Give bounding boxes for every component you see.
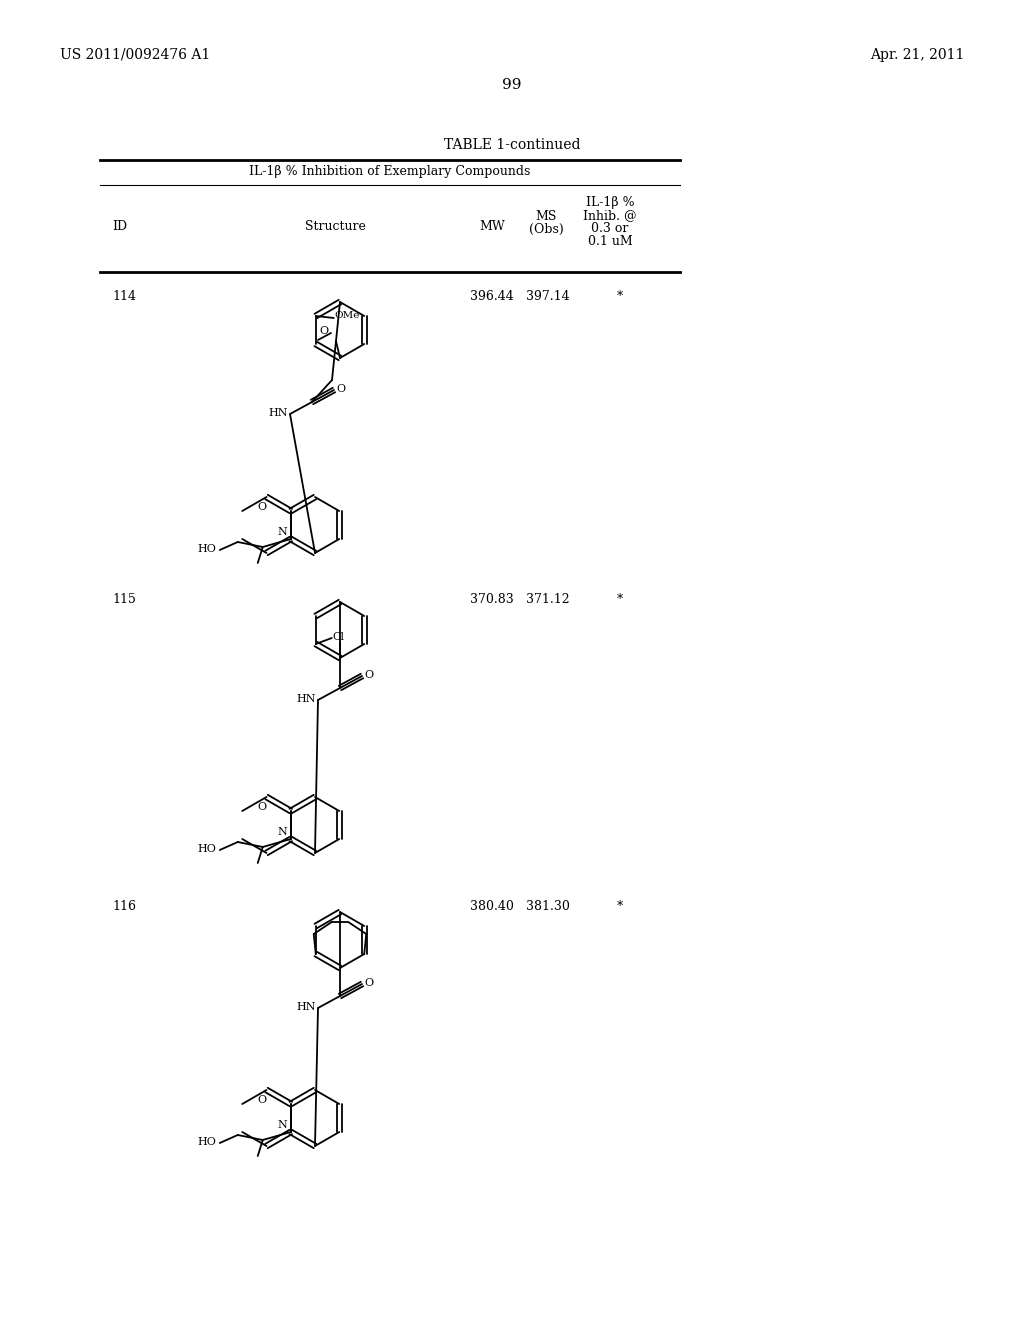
Text: O: O — [257, 803, 266, 812]
Text: O: O — [336, 384, 345, 393]
Text: 0.1 uM: 0.1 uM — [588, 235, 633, 248]
Text: US 2011/0092476 A1: US 2011/0092476 A1 — [60, 48, 210, 62]
Text: ID: ID — [112, 220, 127, 234]
Text: 370.83: 370.83 — [470, 593, 514, 606]
Text: Cl: Cl — [333, 632, 345, 642]
Text: (Obs): (Obs) — [528, 223, 563, 236]
Text: HN: HN — [296, 1002, 315, 1012]
Text: O: O — [364, 978, 373, 987]
Text: O: O — [319, 326, 329, 337]
Text: O: O — [257, 1096, 266, 1105]
Text: HO: HO — [198, 1137, 217, 1147]
Text: 380.40: 380.40 — [470, 900, 514, 913]
Text: Inhib. @: Inhib. @ — [584, 209, 637, 222]
Text: HO: HO — [198, 843, 217, 854]
Text: 396.44: 396.44 — [470, 290, 514, 304]
Text: 371.12: 371.12 — [526, 593, 569, 606]
Text: 116: 116 — [112, 900, 136, 913]
Text: *: * — [616, 900, 624, 913]
Text: N: N — [278, 527, 287, 537]
Text: HN: HN — [268, 408, 288, 418]
Text: IL-1β %: IL-1β % — [586, 195, 634, 209]
Text: O: O — [364, 671, 373, 680]
Text: 397.14: 397.14 — [526, 290, 569, 304]
Text: MS: MS — [536, 210, 557, 223]
Text: 115: 115 — [112, 593, 136, 606]
Text: IL-1β % Inhibition of Exemplary Compounds: IL-1β % Inhibition of Exemplary Compound… — [249, 165, 530, 178]
Text: HO: HO — [198, 544, 217, 554]
Text: 381.30: 381.30 — [526, 900, 570, 913]
Text: O: O — [257, 502, 266, 512]
Text: MW: MW — [479, 220, 505, 234]
Text: *: * — [616, 593, 624, 606]
Text: 99: 99 — [502, 78, 522, 92]
Text: N: N — [278, 1119, 287, 1130]
Text: Apr. 21, 2011: Apr. 21, 2011 — [869, 48, 964, 62]
Text: TABLE 1-continued: TABLE 1-continued — [443, 139, 581, 152]
Text: HN: HN — [296, 694, 315, 704]
Text: OMe: OMe — [335, 312, 360, 319]
Text: *: * — [616, 290, 624, 304]
Text: Structure: Structure — [304, 220, 366, 234]
Text: 114: 114 — [112, 290, 136, 304]
Text: N: N — [278, 828, 287, 837]
Text: 0.3 or: 0.3 or — [591, 222, 629, 235]
